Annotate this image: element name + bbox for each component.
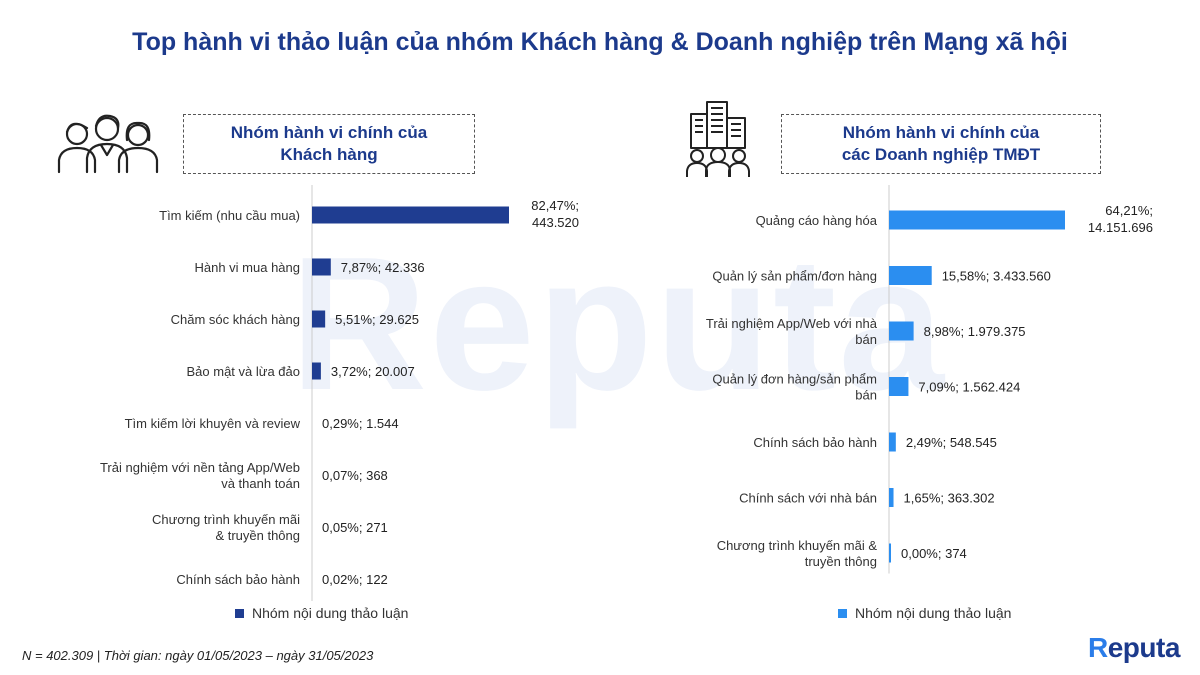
bar: [312, 258, 331, 276]
customer-legend-swatch: [235, 608, 244, 618]
people-group-icon: [57, 114, 159, 174]
category-label: Bảo mật và lừa đảo: [187, 364, 301, 379]
bar: [889, 210, 1065, 230]
category-label: Trải nghiệm App/Web với nhà bán: [706, 316, 878, 347]
bar: [889, 488, 894, 507]
category-label: Chính sách bảo hành: [176, 572, 300, 587]
category-label: Tìm kiếm lời khuyên và review: [125, 416, 301, 431]
data-label: 5,51%; 29.625: [335, 312, 419, 327]
bar: [889, 377, 909, 396]
data-label: 0,07%; 368: [322, 468, 388, 483]
customer-panel: Nhóm hành vi chính của Khách hàng Tìm ki…: [57, 114, 579, 621]
customer-header-line1: Nhóm hành vi chính của: [230, 123, 428, 142]
customer-legend-label: Nhóm nội dung thảo luận: [252, 605, 409, 621]
category-label: Tìm kiếm (nhu cầu mua): [159, 208, 300, 223]
data-label: 8,98%; 1.979.375: [924, 324, 1026, 339]
data-label: 0,05%; 271: [322, 520, 388, 535]
category-label: Chính sách với nhà bán: [739, 491, 877, 506]
category-label: Quảng cáo hàng hóa: [756, 213, 878, 228]
data-label: 7,87%; 42.336: [341, 260, 425, 275]
business-behavior-chart: Quảng cáo hàng hóa 64,21%; 14.151.696 Quản …: [706, 185, 1153, 574]
data-label: 2,49%; 548.545: [906, 435, 997, 450]
data-label: 3,72%; 20.007: [331, 364, 415, 379]
category-label: Quản lý đơn hàng/sản phẩm bán: [712, 372, 877, 403]
customer-legend: Nhóm nội dung thảo luận: [235, 605, 408, 621]
business-header-box: Nhóm hành vi chính của các Doanh nghiệp …: [781, 114, 1101, 174]
category-label: Chương trình khuyến mãi & truyền thông: [717, 538, 878, 569]
watermark: Reputa: [290, 218, 946, 430]
category-label: Chính sách bảo hành: [753, 435, 877, 450]
data-label: 0,00%; 374: [901, 546, 967, 561]
data-label: 7,09%; 1.562.424: [918, 380, 1020, 395]
reputa-logo: Reputa: [1088, 632, 1180, 663]
page-title: Top hành vi thảo luận của nhóm Khách hàn…: [132, 28, 1068, 56]
category-label: Chương trình khuyến mãi & truyền thông: [152, 512, 300, 543]
bar: [889, 321, 914, 341]
data-label: 0,29%; 1.544: [322, 416, 399, 431]
business-header-line2: các Doanh nghiệp TMĐT: [841, 145, 1041, 164]
bar: [312, 206, 509, 224]
business-header-line1: Nhóm hành vi chính của: [842, 123, 1040, 142]
bar: [312, 362, 321, 380]
category-label: Hành vi mua hàng: [194, 260, 300, 275]
bar: [889, 543, 891, 563]
customer-behavior-chart: Tìm kiếm (nhu cầu mua) 82,47%; 443.520 Hành…: [100, 185, 579, 601]
business-legend-label: Nhóm nội dung thảo luận: [855, 605, 1012, 621]
customer-header-line2: Khách hàng: [280, 145, 378, 164]
office-building-people-icon: [686, 101, 750, 177]
customer-header-box: Nhóm hành vi chính của Khách hàng: [183, 114, 475, 174]
business-legend-swatch: [838, 608, 847, 618]
data-label: 1,65%; 363.302: [904, 491, 995, 506]
category-label: Quản lý sản phẩm/đơn hàng: [712, 269, 877, 284]
category-label: Trải nghiệm với nền tảng App/Web và thanh…: [100, 460, 300, 491]
data-label: 0,02%; 122: [322, 572, 388, 587]
bar: [889, 266, 932, 285]
business-panel: Nhóm hành vi chính của các Doanh nghiệp …: [600, 0, 1200, 675]
data-label: 64,21%; 14.151.696: [1088, 203, 1153, 235]
data-label: 82,47%; 443.520: [531, 198, 579, 230]
footnote: N = 402.309 | Thời gian: ngày 01/05/2023…: [22, 648, 374, 663]
bar: [889, 432, 896, 452]
bar: [312, 310, 326, 328]
data-label: 15,58%; 3.433.560: [942, 269, 1051, 284]
business-legend: Nhóm nội dung thảo luận: [838, 605, 1011, 621]
category-label: Chăm sóc khách hàng: [171, 312, 300, 327]
